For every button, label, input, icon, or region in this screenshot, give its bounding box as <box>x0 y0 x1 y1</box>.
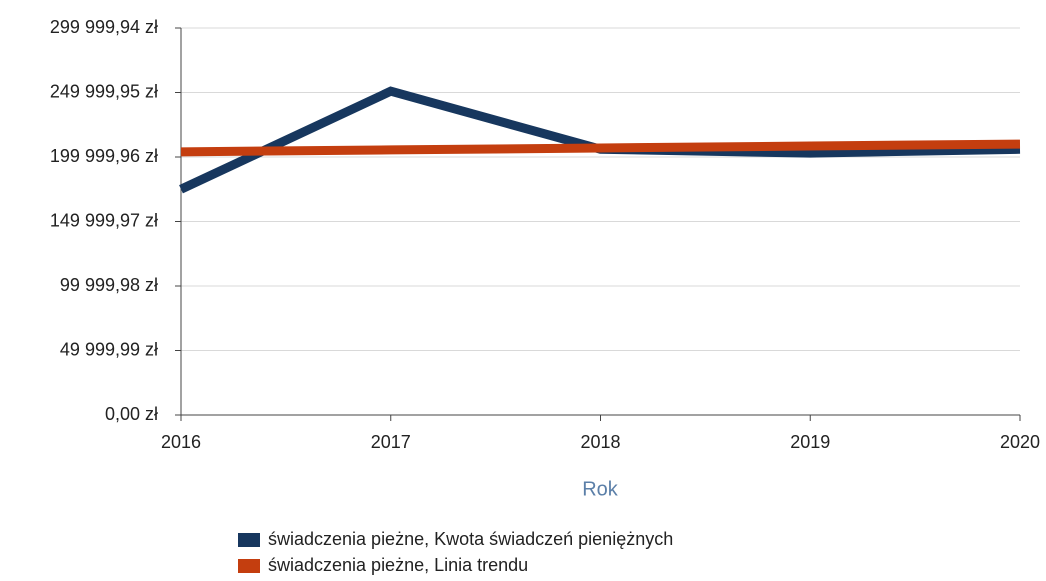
y-tick-label: 299 999,94 zł <box>50 17 158 37</box>
legend-label: świadczenia pieżne, Kwota świadczeń pien… <box>268 529 673 549</box>
x-tick-label: 2016 <box>161 432 201 452</box>
y-tick-label: 0,00 zł <box>105 404 158 424</box>
y-tick-label: 149 999,97 zł <box>50 210 158 230</box>
x-tick-label: 2018 <box>580 432 620 452</box>
y-tick-label: 249 999,95 zł <box>50 81 158 101</box>
x-tick-label: 2020 <box>1000 432 1040 452</box>
series-line <box>180 139 1021 157</box>
x-tick-label: 2017 <box>371 432 411 452</box>
series-line <box>179 86 1021 194</box>
x-axis-title: Rok <box>582 478 619 500</box>
y-tick-label: 49 999,99 zł <box>60 339 158 359</box>
y-tick-label: 199 999,96 zł <box>50 146 158 166</box>
x-tick-label: 2019 <box>790 432 830 452</box>
y-tick-label: 99 999,98 zł <box>60 275 158 295</box>
legend-label: świadczenia pieżne, Linia trendu <box>268 555 528 575</box>
legend-swatch <box>238 533 260 547</box>
legend-swatch <box>238 559 260 573</box>
